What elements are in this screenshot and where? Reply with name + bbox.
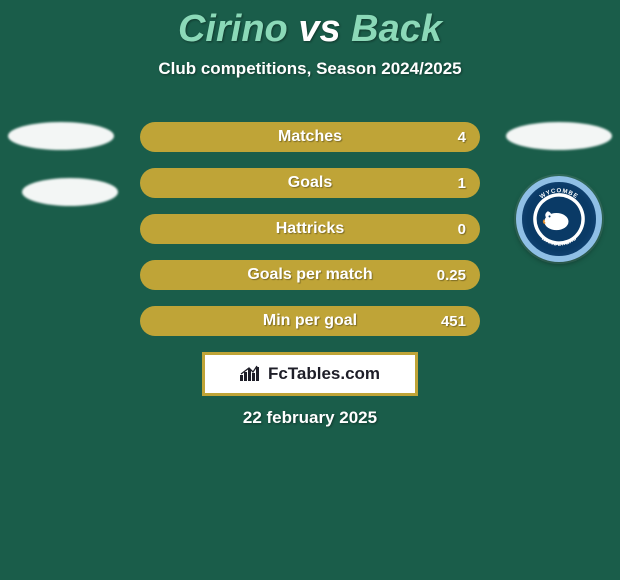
stat-right-value: 1 <box>458 175 466 192</box>
source-logo: FcTables.com <box>202 352 418 396</box>
player1-photo-placeholder <box>8 122 114 150</box>
bar-chart-icon <box>240 365 262 383</box>
player1-name: Cirino <box>178 8 288 50</box>
stat-label: Matches <box>140 128 480 146</box>
stat-row-goals-per-match: Goals per match 0.25 <box>140 260 480 290</box>
stat-label: Goals per match <box>140 266 480 284</box>
player1-club-placeholder <box>22 178 118 206</box>
date-text: 22 february 2025 <box>0 408 620 428</box>
stat-row-hattricks: Hattricks 0 <box>140 214 480 244</box>
stat-row-goals: Goals 1 <box>140 168 480 198</box>
stat-label: Hattricks <box>140 220 480 238</box>
stat-right-value: 0.25 <box>437 267 466 284</box>
stats-container: Matches 4 Goals 1 Hattricks 0 Goals per … <box>140 122 480 352</box>
comparison-title: Cirino vs Back <box>0 0 620 51</box>
title-vs: vs <box>298 8 340 50</box>
stat-label: Goals <box>140 174 480 192</box>
stat-row-matches: Matches 4 <box>140 122 480 152</box>
player2-club-badge: WYCOMBE WANDERERS <box>516 176 602 262</box>
player2-photo-placeholder <box>506 122 612 150</box>
stat-row-min-per-goal: Min per goal 451 <box>140 306 480 336</box>
stat-label: Min per goal <box>140 312 480 330</box>
subtitle: Club competitions, Season 2024/2025 <box>0 59 620 79</box>
stat-right-value: 4 <box>458 129 466 146</box>
source-logo-text: FcTables.com <box>268 364 380 384</box>
stat-right-value: 451 <box>441 313 466 330</box>
player2-name: Back <box>351 8 442 50</box>
stat-right-value: 0 <box>458 221 466 238</box>
